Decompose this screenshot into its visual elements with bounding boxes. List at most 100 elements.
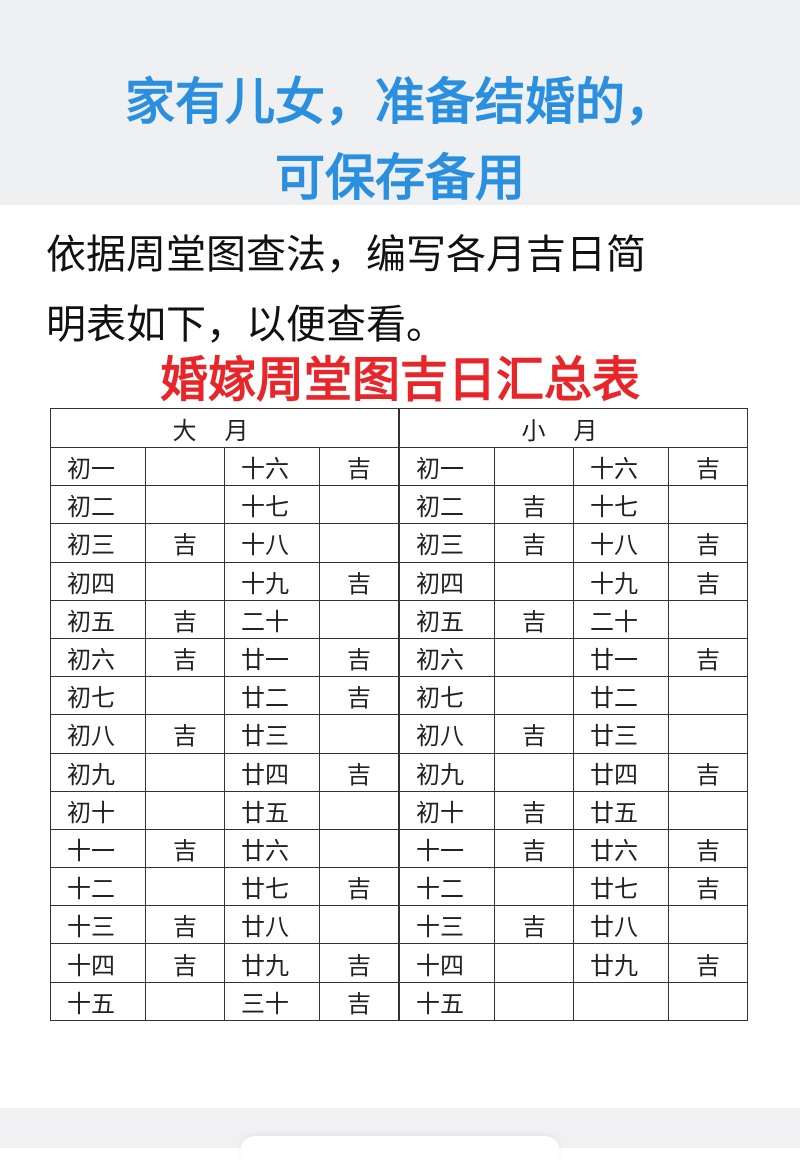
auspicious-cell: [145, 752, 225, 792]
auspicious-cell: 吉: [668, 752, 748, 792]
day-cell: 廿三: [573, 714, 669, 754]
auspicious-cell: 吉: [319, 561, 400, 601]
auspicious-cell: 吉: [319, 867, 400, 907]
day-cell: 十九: [573, 561, 669, 601]
auspicious-cell: [319, 714, 400, 754]
table-row: 十二 廿七吉十二 廿七吉: [50, 867, 748, 907]
auspicious-cell: 吉: [494, 905, 574, 945]
page-title-line1: 家有儿女，准备结婚的，: [125, 73, 675, 131]
auspicious-cell: 吉: [145, 637, 225, 678]
page-title-line2: 可保存备用: [275, 149, 525, 207]
auspicious-cell: 吉: [145, 905, 225, 945]
day-cell: 初八: [398, 714, 495, 754]
day-cell: 廿六: [573, 828, 669, 869]
auspicious-cell: 吉: [145, 943, 225, 983]
auspicious-cell: 吉: [145, 828, 225, 869]
auspicious-cell: [494, 981, 574, 1021]
auspicious-cell: [145, 790, 225, 830]
day-cell: 廿四: [573, 752, 669, 792]
auspicious-cell: [668, 905, 748, 945]
day-cell: 十五: [50, 981, 146, 1021]
table-row: 初六吉廿一吉初六 廿一吉: [50, 637, 748, 678]
intro-line2: 明表如下，以便查看。: [46, 302, 446, 348]
table-row: 十五 三十吉十五: [50, 981, 748, 1021]
day-cell: 廿五: [573, 790, 669, 830]
day-cell: 初一: [50, 446, 146, 487]
auspicious-cell: [494, 446, 574, 487]
day-cell: 初二: [50, 485, 146, 525]
auspicious-cell: 吉: [668, 561, 748, 601]
table-row: 初四 十九吉初四 十九吉: [50, 561, 748, 601]
auspicious-cell: 吉: [319, 676, 400, 716]
auspicious-cell: [668, 714, 748, 754]
auspicious-cell: [319, 599, 400, 639]
day-cell: 廿二: [224, 676, 320, 716]
day-cell: 初三: [398, 523, 495, 563]
day-cell: 廿五: [224, 790, 320, 830]
big-month-header: 大月: [50, 408, 400, 448]
table-row: 初二 十七 初二吉十七: [50, 485, 748, 525]
auspicious-cell: [319, 485, 400, 525]
table-row: 十一吉廿六 十一吉廿六吉: [50, 828, 748, 869]
day-cell: 十九: [224, 561, 320, 601]
day-cell: 十二: [50, 867, 146, 907]
table-row: 十四吉廿九吉十四 廿九吉: [50, 943, 748, 983]
auspicious-cell: [145, 446, 225, 487]
day-cell: 初十: [398, 790, 495, 830]
table-row: 初五吉二十 初五吉二十: [50, 599, 748, 639]
day-cell: 十二: [398, 867, 495, 907]
table-row: 初三吉十八 初三吉十八吉: [50, 523, 748, 563]
day-cell: 十四: [398, 943, 495, 983]
auspicious-cell: 吉: [145, 714, 225, 754]
day-cell: 初六: [50, 637, 146, 678]
day-cell: 初七: [398, 676, 495, 716]
auspicious-cell: 吉: [668, 446, 748, 487]
day-cell: 初九: [50, 752, 146, 792]
day-cell: 廿一: [224, 637, 320, 678]
auspicious-cell: 吉: [494, 828, 574, 869]
day-cell: 初二: [398, 485, 495, 525]
header-band: [0, 0, 800, 205]
day-cell: 初四: [398, 561, 495, 601]
small-month-header: 小月: [398, 408, 748, 448]
day-cell: 十八: [573, 523, 669, 563]
auspicious-cell: [494, 867, 574, 907]
day-cell: 初四: [50, 561, 146, 601]
day-cell: 十七: [224, 485, 320, 525]
day-cell: 廿七: [573, 867, 669, 907]
day-cell: 十四: [50, 943, 146, 983]
day-cell: 三十: [224, 981, 320, 1021]
day-cell: 初一: [398, 446, 495, 487]
auspicious-cell: 吉: [319, 752, 400, 792]
auspicious-cell: 吉: [494, 714, 574, 754]
auspicious-cell: 吉: [319, 981, 400, 1021]
auspicious-cell: [494, 561, 574, 601]
day-cell: 初十: [50, 790, 146, 830]
day-cell: 廿三: [224, 714, 320, 754]
auspicious-cell: 吉: [319, 943, 400, 983]
day-cell: 十八: [224, 523, 320, 563]
day-cell: 廿九: [573, 943, 669, 983]
auspicious-cell: [494, 676, 574, 716]
day-cell: 初五: [50, 599, 146, 639]
day-cell: 廿四: [224, 752, 320, 792]
table-title: 婚嫁周堂图吉日汇总表: [159, 352, 640, 408]
day-cell: 十六: [224, 446, 320, 487]
auspicious-cell: [319, 828, 400, 869]
day-cell: 十三: [398, 905, 495, 945]
auspicious-cell: 吉: [494, 599, 574, 639]
day-cell: 廿九: [224, 943, 320, 983]
auspicious-days-table: 大月 小月 初一 十六吉初一 十六吉初二 十七 初二吉十七 初三吉十八 初三吉十八吉初四 十九…: [50, 408, 748, 1021]
day-cell: 初七: [50, 676, 146, 716]
day-cell: 十五: [398, 981, 495, 1021]
auspicious-cell: [145, 676, 225, 716]
auspicious-cell: [494, 752, 574, 792]
day-cell: 廿二: [573, 676, 669, 716]
auspicious-cell: 吉: [494, 523, 574, 563]
auspicious-cell: 吉: [319, 446, 400, 487]
auspicious-cell: [145, 561, 225, 601]
auspicious-cell: 吉: [494, 485, 574, 525]
table-row: 初八吉廿三 初八吉廿三: [50, 714, 748, 754]
bottom-input-pill[interactable]: [240, 1136, 560, 1166]
day-cell: 十一: [398, 828, 495, 869]
